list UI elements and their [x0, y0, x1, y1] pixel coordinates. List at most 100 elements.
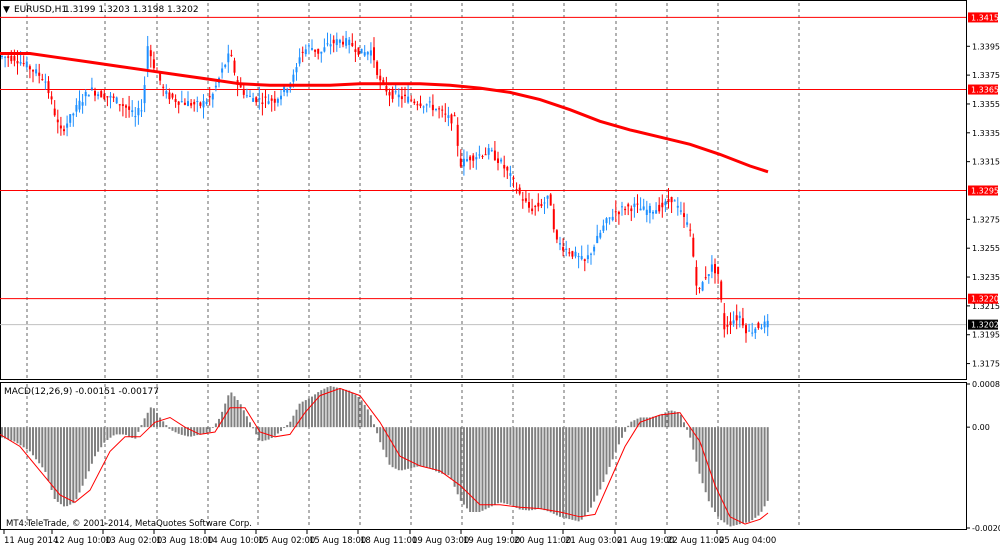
histogram-bar	[469, 427, 472, 512]
candle-body	[128, 106, 131, 110]
histogram-bar	[574, 427, 577, 521]
histogram-bar	[307, 398, 310, 428]
candle-body	[1, 56, 3, 58]
histogram-bar	[419, 427, 422, 467]
candle-body	[168, 92, 171, 100]
histogram-bar	[481, 427, 484, 511]
candle-body	[509, 173, 512, 176]
candle-body	[69, 114, 72, 123]
candle-body	[686, 222, 689, 225]
candle-body	[137, 108, 140, 116]
candle-body	[552, 209, 555, 230]
candle-body	[410, 99, 413, 101]
copyright-label: MT4:TeleTrade, © 2001-2014, MetaQuotes S…	[6, 519, 252, 529]
candle-body	[766, 320, 769, 328]
candle-body	[515, 189, 518, 191]
candle-body	[174, 99, 177, 102]
candle-body	[97, 94, 100, 97]
histogram-bar	[416, 427, 419, 467]
histogram-bar	[490, 427, 493, 507]
candle-body	[586, 255, 589, 260]
candle-body	[692, 237, 695, 257]
candle-body	[242, 90, 245, 95]
candle-body	[16, 61, 19, 64]
candle-body	[56, 119, 59, 123]
histogram-bar	[4, 427, 7, 439]
histogram-bar	[143, 418, 146, 428]
macd-tick-label: -0.00208	[972, 524, 1000, 533]
candle-body	[720, 281, 723, 300]
candle-body	[25, 61, 28, 68]
histogram-bar	[683, 422, 685, 428]
macd-tick-label: 0.00089	[972, 380, 1000, 389]
histogram-bar	[500, 427, 503, 503]
time-tick-label: 18 Aug 11:00	[360, 536, 417, 546]
candle-body	[453, 115, 456, 117]
histogram-bar	[35, 427, 38, 460]
macd-signal-line	[0, 387, 769, 525]
menu-triangle-icon[interactable]: ▼	[3, 5, 10, 15]
level-tag-label: 1.3295	[971, 187, 999, 196]
candle-body	[707, 274, 710, 277]
histogram-bar	[605, 427, 608, 475]
histogram-bar	[97, 427, 100, 452]
histogram-bar	[562, 427, 565, 518]
histogram-bar	[121, 427, 124, 435]
vertical-grid	[26, 3, 800, 528]
histogram-bar	[655, 415, 658, 428]
candle-body	[534, 206, 537, 208]
candle-body	[648, 205, 651, 213]
candle-body	[22, 63, 25, 65]
histogram-bar	[137, 427, 140, 432]
candle-body	[723, 313, 726, 330]
price-axis: 1.3395 1.3375 1.3355 1.3335 1.3315 1.3275 1.32…	[966, 12, 1000, 369]
candle-body	[382, 79, 385, 83]
histogram-bar	[270, 427, 273, 439]
histogram-bar	[72, 427, 75, 504]
histogram-bar	[428, 427, 431, 469]
candle-body	[298, 57, 301, 64]
histogram-bar	[720, 427, 723, 521]
candle-body	[354, 49, 357, 52]
candle-body	[7, 56, 10, 58]
histogram-bar	[131, 427, 134, 438]
histogram-bar	[478, 427, 481, 512]
candle-body	[481, 156, 484, 158]
candle-body	[679, 210, 682, 212]
histogram-bar	[205, 427, 208, 433]
histogram-bar	[487, 427, 490, 508]
candle-body	[162, 86, 165, 88]
candle-body	[205, 101, 208, 104]
candle-body	[400, 96, 403, 100]
histogram-bar	[583, 427, 586, 516]
histogram-bar	[453, 427, 456, 487]
histogram-bar	[664, 412, 667, 428]
histogram-bar	[447, 427, 450, 476]
histogram-bar	[391, 427, 394, 468]
histogram-bar	[273, 427, 276, 436]
candle-body	[611, 216, 614, 221]
histogram-bar	[376, 427, 379, 434]
candle-body	[221, 68, 224, 73]
candle-body	[540, 204, 543, 207]
histogram-bar	[524, 427, 527, 511]
histogram-bar	[242, 410, 245, 428]
candle-body	[714, 264, 716, 274]
histogram-bar	[462, 427, 465, 505]
candle-body	[459, 158, 462, 167]
candle-body	[487, 148, 490, 155]
histogram-bar	[32, 427, 34, 456]
candle-body	[304, 49, 307, 55]
candle-body	[757, 322, 760, 328]
candle-body	[28, 66, 31, 70]
candle-body	[624, 208, 627, 211]
time-tick-label: 21 Aug 03:00	[565, 536, 622, 546]
candle-body	[183, 102, 186, 105]
candle-body	[633, 203, 636, 207]
histogram-bar	[84, 427, 87, 479]
histogram-bar	[218, 418, 220, 428]
candle-body	[407, 96, 410, 103]
